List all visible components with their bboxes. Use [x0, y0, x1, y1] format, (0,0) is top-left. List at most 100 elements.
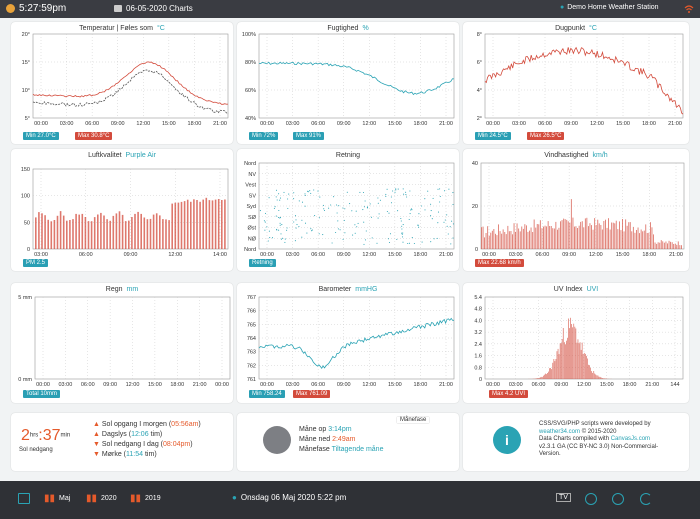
dewpoint-y-tick: 6° — [477, 60, 482, 66]
uv-bar — [567, 337, 568, 379]
airquality-bar — [100, 212, 102, 249]
windspeed-bar — [681, 245, 682, 249]
airquality-bar — [115, 213, 118, 249]
temperature-y-tick: 10° — [22, 88, 30, 94]
direction-point — [405, 191, 407, 193]
windspeed-x-tick: 03:00 — [509, 252, 523, 258]
sunrise-row: ▲ Sol opgang I morgen (05:56am) — [93, 421, 201, 428]
direction-point — [439, 188, 441, 190]
dewpoint-x-tick: 12:00 — [590, 121, 604, 127]
info-icon[interactable]: i — [493, 426, 521, 454]
direction-point — [392, 190, 394, 192]
temperature-x-tick: 12:00 — [136, 121, 150, 127]
windspeed-bar — [567, 221, 569, 249]
charts-title: 06-05-2020 Charts — [114, 4, 193, 13]
direction-point — [448, 188, 450, 190]
direction-point — [401, 233, 403, 235]
airquality-bar — [35, 217, 37, 249]
direction-point — [424, 198, 426, 200]
windspeed-bar — [667, 243, 668, 249]
windspeed-bar — [505, 234, 507, 249]
windspeed-bar — [487, 226, 489, 249]
direction-point — [335, 231, 337, 234]
direction-point — [304, 194, 306, 197]
barometer-x-tick: 18:00 — [414, 382, 428, 388]
windspeed-bar — [570, 199, 572, 249]
direction-point — [439, 201, 441, 203]
uv-bar — [603, 378, 605, 379]
barometer-x-tick: 15:00 — [388, 382, 402, 388]
uv-bar — [565, 344, 566, 379]
direction-point — [279, 199, 281, 201]
station-name: ● Demo Home Weather Station — [560, 4, 659, 11]
direction-point — [439, 195, 441, 198]
direction-point — [443, 221, 445, 223]
rain-x-tick: 15:00 — [148, 382, 162, 388]
direction-point — [294, 215, 297, 217]
direction-point — [452, 237, 454, 239]
direction-point — [296, 224, 298, 226]
windspeed-bar — [543, 226, 544, 249]
airquality-bar — [118, 211, 121, 249]
temperature-x-tick: 06:00 — [85, 121, 99, 127]
copyright-icon — [612, 493, 624, 505]
uv-bar — [577, 339, 579, 379]
direction-point — [351, 210, 353, 212]
airquality-bar — [103, 215, 105, 249]
dewpoint-y-tick: 2° — [477, 116, 482, 122]
uv-y-tick: 4.8 — [474, 307, 482, 313]
refresh-button[interactable] — [640, 493, 652, 505]
windspeed-bar — [634, 232, 636, 249]
airquality-bar — [224, 199, 226, 249]
windspeed-bar — [577, 228, 578, 249]
windspeed-bar — [557, 229, 558, 249]
rain-x-tick: 18:00 — [170, 382, 184, 388]
humidity-x-tick: 15:00 — [388, 121, 402, 127]
windspeed-bar — [623, 231, 625, 249]
windspeed-bar — [619, 221, 620, 249]
windspeed-x-tick: 00:00 — [482, 252, 496, 258]
tv-button[interactable]: TV — [556, 493, 571, 502]
airquality-bar — [180, 201, 183, 249]
humidity-x-tick: 03:00 — [286, 121, 300, 127]
direction-point — [264, 212, 267, 214]
direction-point — [279, 222, 281, 224]
direction-point — [436, 237, 438, 239]
dewpoint-min-badge: Min 24.5°C — [475, 132, 511, 140]
direction-point — [452, 192, 454, 194]
windspeed-bar — [625, 219, 627, 249]
direction-point — [304, 222, 307, 224]
direction-point — [356, 226, 358, 228]
temperature-y-tick: 20° — [22, 32, 30, 38]
year-2019-button[interactable]: ▮▮ 2019 — [130, 493, 161, 504]
direction-point — [346, 191, 348, 193]
windspeed-bar — [535, 227, 537, 249]
month-chart-button[interactable]: ▮▮ Maj — [44, 493, 71, 504]
uv-bar — [604, 378, 606, 379]
direction-point — [273, 207, 275, 209]
airquality-bar — [168, 220, 170, 249]
wifi-icon — [684, 5, 694, 13]
windspeed-bar — [614, 223, 616, 249]
direction-point — [259, 210, 261, 212]
home-button[interactable] — [18, 493, 30, 504]
year-2020-button[interactable]: ▮▮ 2020 — [86, 493, 117, 504]
barometer-y-tick: 761 — [247, 377, 256, 383]
humidity-y-tick: 100% — [242, 32, 256, 38]
direction-point — [403, 193, 405, 195]
humidity-plot-frame — [258, 33, 455, 119]
windspeed-y-tick: 20 — [472, 204, 478, 210]
direction-point — [364, 239, 367, 241]
direction-point — [421, 205, 423, 207]
copyright-button[interactable] — [612, 493, 624, 505]
windspeed-bar — [566, 219, 568, 249]
bar-chart-icon: ▮▮ — [44, 493, 56, 504]
uv-y-tick: 4.0 — [474, 318, 482, 324]
dewpoint-series-line — [484, 46, 684, 115]
uv-y-tick: 0.8 — [474, 365, 482, 371]
info-button[interactable] — [585, 493, 597, 505]
windspeed-bar — [536, 224, 538, 249]
windspeed-bar — [488, 235, 490, 249]
dewpoint-panel: Dugpunkt °C 8° 6° 4° 2° 00:00 03:00 06:00 09:00 1… — [463, 22, 689, 144]
humidity-x-tick: 00:00 — [260, 121, 274, 127]
